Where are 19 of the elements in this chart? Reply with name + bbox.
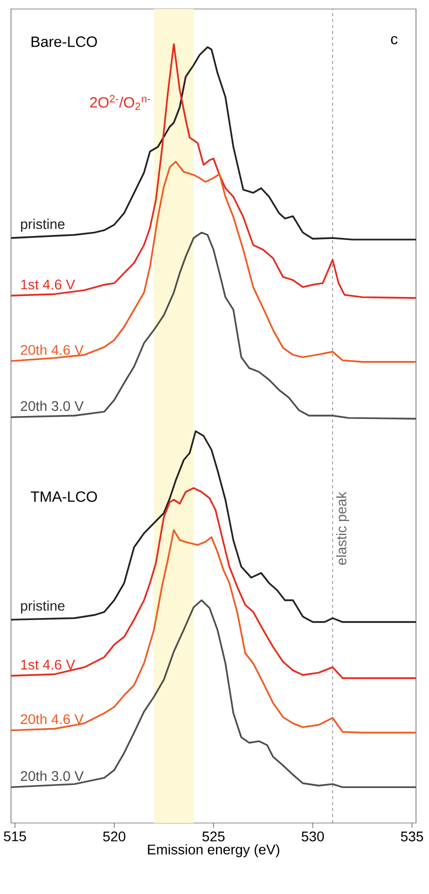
ref-line-label: elastic peak — [336, 492, 350, 565]
series-label: pristine — [21, 218, 64, 232]
x-tick-label: 520 — [103, 832, 126, 842]
series-label: 20th 4.6 V — [20, 714, 84, 724]
x-tick-label: 530 — [302, 832, 324, 842]
x-tick-label: 515 — [4, 832, 26, 842]
annotation: c — [391, 36, 398, 44]
series-label: 1st 4.6 V — [21, 280, 76, 290]
series-label: 1st 4.6 V — [21, 660, 76, 670]
series-label: 20th 3.0 V — [20, 770, 84, 781]
annotation: 2O$^{2-}$/O$_{2}$n- — [90, 95, 150, 110]
x-axis-title: Emission energy (eV) — [148, 844, 280, 858]
x-tick-label: 525 — [202, 832, 225, 842]
series-label: 20th 4.6 V — [20, 344, 84, 355]
series-label: pristine — [21, 600, 64, 614]
annotation: Bare-LCO — [32, 36, 97, 47]
series-label: 20th 3.0 V — [20, 400, 84, 411]
x-tick-label: 535 — [400, 832, 424, 842]
annotation: TMA-LCO — [30, 491, 97, 502]
